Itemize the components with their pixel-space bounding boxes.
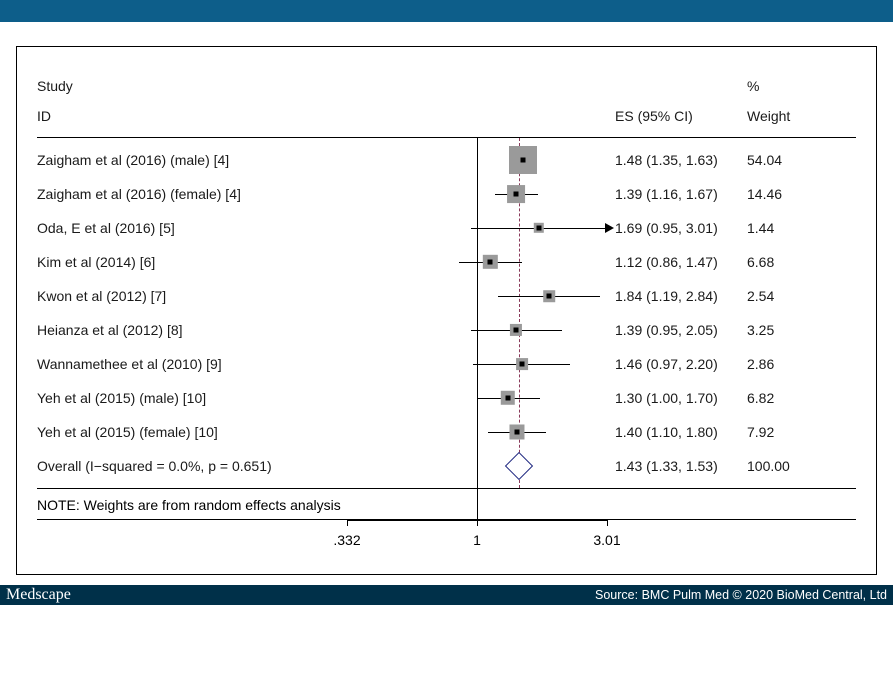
effect-point [513,192,518,197]
effect-point [505,396,510,401]
overall-label: Overall (I−squared = 0.0%, p = 0.651) [37,458,347,474]
study-label: Zaigham et al (2016) (female) [4] [37,186,347,202]
study-row: Zaigham et al (2016) (male) [4] 1.48 (1.3… [37,143,856,177]
weight-text: 2.86 [747,356,817,372]
study-label: Kwon et al (2012) [7] [37,288,347,304]
study-plot-cell [347,177,607,211]
weight-text: 14.46 [747,186,817,202]
weight-text: 54.04 [747,152,817,168]
weight-text: 1.44 [747,220,817,236]
study-label: Yeh et al (2015) (female) [10] [37,424,347,440]
effect-point [546,294,551,299]
axis-label: 1 [473,532,481,548]
study-row: Yeh et al (2015) (female) [10] 1.40 (1.10… [37,415,856,449]
study-row: Oda, E et al (2016) [5] 1.69 (0.95, 3.01)… [37,211,856,245]
axis-label: .332 [333,532,360,548]
header-weight-bottom: Weight [747,108,817,124]
study-plot-cell [347,347,607,381]
es-text: 1.40 (1.10, 1.80) [607,424,747,440]
es-text: 1.69 (0.95, 3.01) [607,220,747,236]
axis-row: .332 1 3.01 [37,520,856,560]
es-text: 1.46 (0.97, 2.20) [607,356,747,372]
effect-point [536,226,541,231]
study-row: Yeh et al (2015) (male) [10] 1.30 (1.00, … [37,381,856,415]
study-row: Zaigham et al (2016) (female) [4] 1.39 (1… [37,177,856,211]
header-es: ES (95% CI) [607,108,747,124]
header-study-bottom: ID [37,108,347,124]
effect-point [488,260,493,265]
forest-plot-box: Study % ID ES (95% CI) Weight Zaigham et… [16,46,877,575]
top-bar [0,0,893,22]
study-plot-cell [347,381,607,415]
arrow-right-icon [605,223,614,233]
weight-text: 6.68 [747,254,817,270]
weight-text: 2.54 [747,288,817,304]
weight-text: 7.92 [747,424,817,440]
study-label: Wannamethee et al (2010) [9] [37,356,347,372]
study-plot-cell [347,211,607,245]
footer-bar: Medscape Source: BMC Pulm Med © 2020 Bio… [0,585,893,605]
study-row: Kim et al (2014) [6] 1.12 (0.86, 1.47)6.6… [37,245,856,279]
overall-weight-text: 100.00 [747,458,817,474]
effect-point [513,328,518,333]
forest-plot-region: Zaigham et al (2016) (male) [4] 1.48 (1.3… [37,138,856,488]
footer-right: Source: BMC Pulm Med © 2020 BioMed Centr… [595,588,887,602]
weight-text: 3.25 [747,322,817,338]
study-label: Kim et al (2014) [6] [37,254,347,270]
study-label: Heianza et al (2012) [8] [37,322,347,338]
effect-point [521,158,526,163]
es-text: 1.39 (1.16, 1.67) [607,186,747,202]
es-text: 1.48 (1.35, 1.63) [607,152,747,168]
overall-row: Overall (I−squared = 0.0%, p = 0.651) 1.4… [37,449,856,483]
es-text: 1.30 (1.00, 1.70) [607,390,747,406]
study-plot-cell [347,313,607,347]
header-study-top: Study [37,78,347,94]
note-text: NOTE: Weights are from random effects an… [37,489,856,519]
effect-point [514,430,519,435]
es-text: 1.12 (0.86, 1.47) [607,254,747,270]
null-line-connector [477,465,478,520]
header-block: Study % ID ES (95% CI) Weight [37,65,856,137]
axis-line [347,520,607,521]
study-row: Heianza et al (2012) [8] 1.39 (0.95, 2.05… [37,313,856,347]
study-label: Oda, E et al (2016) [5] [37,220,347,236]
study-plot-cell [347,143,607,177]
effect-point [519,362,524,367]
study-row: Wannamethee et al (2010) [9] 1.46 (0.97, … [37,347,856,381]
es-text: 1.39 (0.95, 2.05) [607,322,747,338]
axis-tick [607,520,608,526]
chart-container: Study % ID ES (95% CI) Weight Zaigham et… [0,22,893,585]
weight-text: 6.82 [747,390,817,406]
overall-es-text: 1.43 (1.33, 1.53) [607,458,747,474]
study-plot-cell [347,245,607,279]
study-plot-cell [347,279,607,313]
es-text: 1.84 (1.19, 2.84) [607,288,747,304]
study-label: Zaigham et al (2016) (male) [4] [37,152,347,168]
axis-label: 3.01 [593,532,620,548]
footer-left: Medscape [6,586,71,604]
header-weight-top: % [747,78,817,94]
study-plot-cell [347,415,607,449]
study-label: Yeh et al (2015) (male) [10] [37,390,347,406]
study-row: Kwon et al (2012) [7] 1.84 (1.19, 2.84)2.… [37,279,856,313]
overall-diamond [505,452,533,480]
